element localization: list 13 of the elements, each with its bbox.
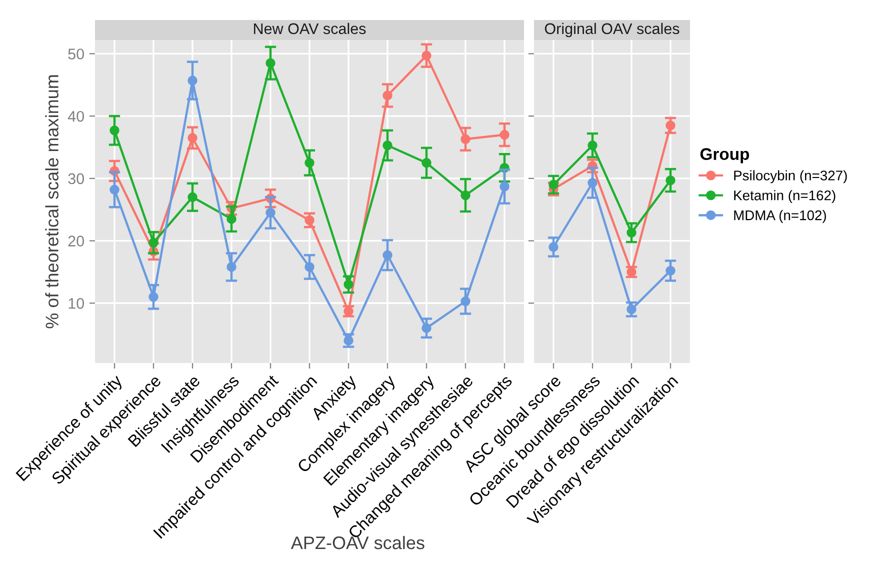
chart-title: New OAV scales [254,22,366,34]
legend-label: Ketamin (n=162) [734,190,836,204]
legend-title: Group [700,148,750,164]
legend-label: MDMA (n=102) [734,210,826,223]
y-tick-label: 30 [68,173,84,184]
y-tick-label: 40 [68,110,84,122]
y-tick-label: 20 [68,236,84,246]
y-tick-label: 50 [68,48,84,60]
y-axis-title: % of theoretical scale maximum [45,75,58,328]
legend-label: Psilocybin (n=327) [734,170,847,184]
x-axis-title: APZ-OAV scales [290,536,424,550]
y-tick-label: 10 [68,298,84,309]
chart-title: Original OAV scales [544,22,680,38]
